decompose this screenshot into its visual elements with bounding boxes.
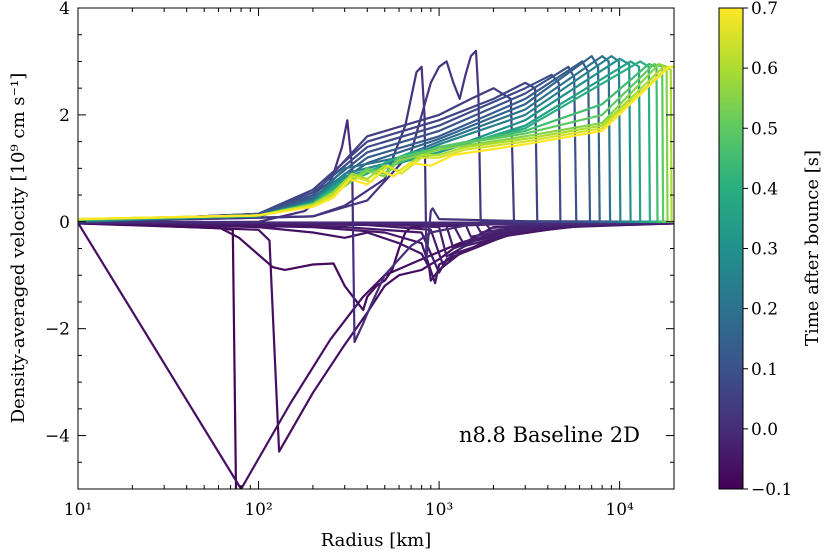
plot-frame: [77, 7, 675, 490]
series-line-6: [78, 221, 674, 274]
colorbar-tick-label: 0.6: [751, 59, 778, 79]
series-line-8: [78, 221, 674, 258]
series-line-2: [78, 221, 674, 453]
colorbar-tick-label: 0.0: [751, 420, 778, 440]
series-line-29: [78, 62, 674, 223]
colorbar-tick-label: 0.4: [751, 179, 778, 199]
series-line-28: [78, 60, 674, 223]
y-tick-label: −4: [45, 427, 70, 447]
series-line-20: [78, 73, 674, 223]
y-axis: 4 2 0 −2 −4: [45, 0, 674, 490]
colorbar: [718, 7, 744, 490]
x-tick-label: 10⁴: [605, 500, 634, 520]
series-line-22: [78, 60, 674, 223]
x-axis-label: Radius [km]: [321, 530, 432, 551]
y-tick-label: 2: [59, 106, 70, 126]
y-tick-label: 0: [59, 213, 70, 233]
series-line-34: [78, 65, 674, 221]
colorbar-tick-label: 0.5: [751, 119, 778, 139]
series-line-31: [78, 62, 674, 223]
series-line-21: [78, 65, 674, 223]
y-tick-label: 4: [59, 0, 70, 19]
series-line-5: [78, 221, 674, 285]
y-axis-label: Density-averaged velocity [10⁹ cm s⁻¹]: [8, 73, 29, 424]
x-axis: 10¹ 10² 10³ 10⁴: [64, 8, 675, 520]
colorbar-tick-label: 0.3: [751, 240, 778, 260]
colorbar-label: Time after bounce [s]: [802, 150, 823, 346]
y-tick-label: −2: [45, 320, 70, 340]
series-line-27: [78, 60, 674, 223]
series-line-26: [78, 57, 674, 223]
colorbar-tick-label: 0.2: [751, 300, 778, 320]
series-line-16: [78, 65, 674, 261]
series-line-3: [78, 221, 674, 489]
x-tick-label: 10²: [244, 500, 272, 520]
colorbar-tick-label: −0.1: [751, 480, 792, 500]
x-tick-label: 10³: [425, 500, 453, 520]
series-layer: [78, 49, 674, 489]
series-line-30: [78, 62, 674, 223]
annotation-label: n8.8 Baseline 2D: [459, 423, 640, 447]
x-tick-label: 10¹: [64, 500, 92, 520]
colorbar-tick-label: 0.1: [751, 360, 778, 380]
series-line-33: [78, 65, 674, 221]
series-line-17: [78, 49, 674, 223]
colorbar-ticks: 0.7 0.6 0.5 0.4 0.3 0.2 0.1 0.0 −0.1: [743, 0, 792, 500]
colorbar-tick-label: 0.7: [751, 0, 778, 19]
series-line-19: [78, 81, 674, 223]
